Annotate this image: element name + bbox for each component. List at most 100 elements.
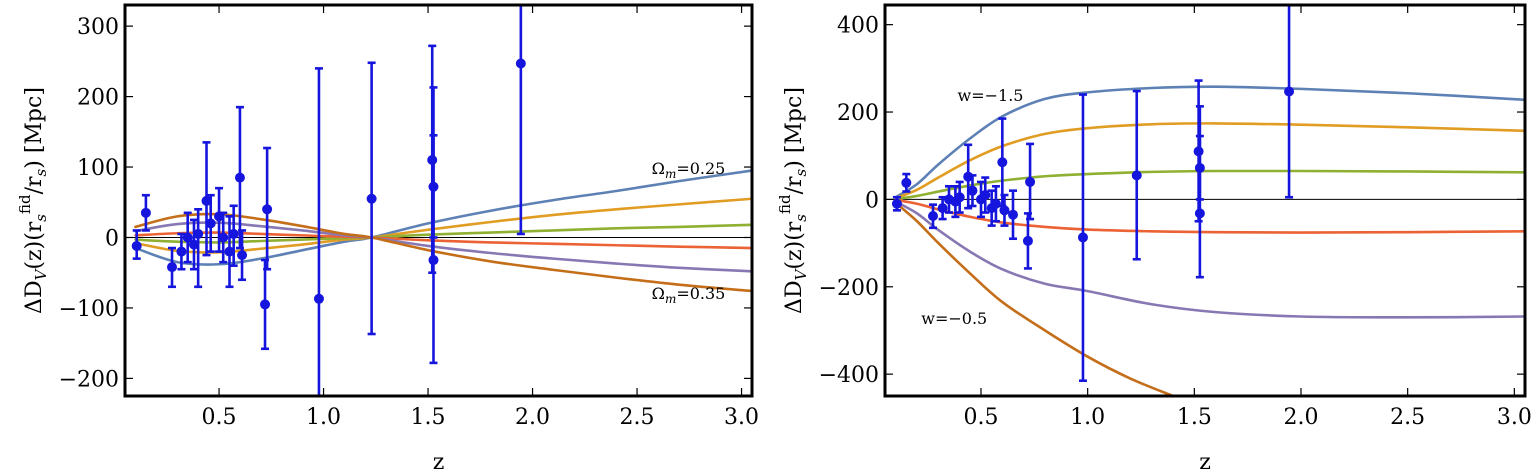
data-point-1 xyxy=(901,172,912,193)
point-marker xyxy=(428,255,439,266)
point-marker xyxy=(928,211,938,222)
y-tick-label: −200 xyxy=(819,276,879,301)
x-ticks: 0.5 1.0 1.5 2.0 2.5 3.0 xyxy=(202,5,759,430)
x-tick-label: 1.0 xyxy=(1070,405,1105,430)
point-marker xyxy=(1025,176,1036,187)
point-marker xyxy=(313,293,324,304)
data-point-18 xyxy=(1077,93,1088,383)
data-point-5 xyxy=(188,218,199,271)
point-marker xyxy=(1008,209,1018,220)
y-tick-label: 400 xyxy=(837,14,879,39)
x-tick-label: 0.5 xyxy=(202,405,237,430)
data-point-8 xyxy=(205,193,216,253)
series-line-4 xyxy=(894,200,1525,319)
x-axis-label: z xyxy=(433,450,445,475)
point-marker xyxy=(262,204,273,215)
point-marker xyxy=(260,299,271,310)
y-tick-label: 300 xyxy=(77,15,119,40)
point-marker xyxy=(1131,170,1142,181)
data-point-19 xyxy=(1131,89,1142,261)
data-point-16 xyxy=(1025,142,1036,221)
series-line-5 xyxy=(894,201,1175,396)
point-marker xyxy=(205,218,216,229)
y-axis-label: ΔDV(z)(rsfid/rs) [Mpc] xyxy=(16,87,50,314)
data-point-23 xyxy=(1284,5,1295,199)
chart-left: 0.5 1.0 1.5 2.0 2.5 3.0 −200 −100 0 100 200 300 z ΔDV… xyxy=(16,3,759,475)
point-marker xyxy=(1194,162,1205,173)
data-point-10 xyxy=(218,211,229,264)
x-axis-label: z xyxy=(1199,450,1211,475)
point-marker xyxy=(999,205,1010,216)
data-point-18 xyxy=(366,61,377,336)
chart-right: 0.5 1.0 1.5 2.0 2.5 3.0 −400 −200 0 200 400 z ΔDV(z)… xyxy=(776,3,1532,475)
data-point-22 xyxy=(515,5,526,236)
x-tick-label: 1.0 xyxy=(306,405,341,430)
series-line-1 xyxy=(134,197,752,254)
y-tick-label: 200 xyxy=(837,101,879,126)
y-tick-label: 0 xyxy=(105,226,119,251)
y-tick-label: −100 xyxy=(59,297,119,322)
y-tick-label: −400 xyxy=(819,363,879,388)
x-tick-label: 0.5 xyxy=(964,405,999,430)
point-marker xyxy=(201,195,212,206)
x-tick-label: 1.5 xyxy=(1177,405,1212,430)
point-marker xyxy=(228,228,239,239)
point-marker xyxy=(1284,86,1295,97)
data-point-14 xyxy=(237,229,248,282)
data-point-6 xyxy=(954,180,965,214)
point-marker xyxy=(182,232,193,243)
point-marker xyxy=(1077,232,1088,243)
data-point-6 xyxy=(193,208,204,289)
point-marker xyxy=(193,228,204,239)
y-tick-label: 0 xyxy=(865,188,879,213)
y-axis-label: ΔDV(z)(rsfid/rs) [Mpc] xyxy=(776,87,810,314)
x-tick-label: 2.5 xyxy=(620,405,655,430)
data-point-2 xyxy=(167,246,178,289)
data-point-0 xyxy=(891,195,902,212)
data-point-21 xyxy=(428,134,439,239)
series-line-1 xyxy=(894,122,1525,200)
data-point-2 xyxy=(928,203,938,230)
data-point-11 xyxy=(224,215,235,289)
model-curves xyxy=(134,169,752,293)
point-marker xyxy=(954,192,965,203)
data-point-17 xyxy=(1022,212,1033,270)
curve-annotation: w=−0.5 xyxy=(921,309,987,328)
x-tick-label: 1.5 xyxy=(411,405,446,430)
point-marker xyxy=(967,185,978,196)
point-marker xyxy=(980,190,991,201)
x-tick-label: 2.0 xyxy=(515,405,550,430)
point-marker xyxy=(218,232,229,243)
y-ticks: −200 −100 0 100 200 300 xyxy=(59,15,752,392)
model-curves xyxy=(894,85,1525,396)
data-point-4 xyxy=(182,211,193,264)
data-point-1 xyxy=(140,193,151,232)
point-marker xyxy=(1022,235,1033,246)
data-points xyxy=(131,5,526,396)
series-line-0 xyxy=(894,85,1525,199)
y-tick-label: 200 xyxy=(77,86,119,111)
point-marker xyxy=(428,181,439,192)
data-point-13 xyxy=(234,105,245,250)
y-tick-label: 100 xyxy=(77,156,119,181)
point-marker xyxy=(140,207,151,218)
curve-annotation: Ωm=0.35 xyxy=(652,284,726,306)
y-ticks: −400 −200 0 200 400 xyxy=(819,14,1525,388)
data-point-0 xyxy=(131,229,142,260)
curve-annotation: w=−1.5 xyxy=(958,86,1024,105)
plot-frame xyxy=(883,3,1527,398)
x-ticks: 0.5 1.0 1.5 2.0 2.5 3.0 xyxy=(964,5,1532,430)
plot-frame xyxy=(123,3,754,398)
data-point-11 xyxy=(986,189,997,227)
x-tick-label: 2.0 xyxy=(1284,405,1319,430)
y-tick-label: −200 xyxy=(59,367,119,392)
data-point-7 xyxy=(201,141,212,257)
point-marker xyxy=(131,240,142,251)
x-tick-label: 2.5 xyxy=(1390,405,1425,430)
point-marker xyxy=(366,193,377,204)
point-marker xyxy=(997,157,1008,168)
point-marker xyxy=(1194,208,1205,219)
point-marker xyxy=(167,262,178,273)
data-point-10 xyxy=(980,176,991,214)
